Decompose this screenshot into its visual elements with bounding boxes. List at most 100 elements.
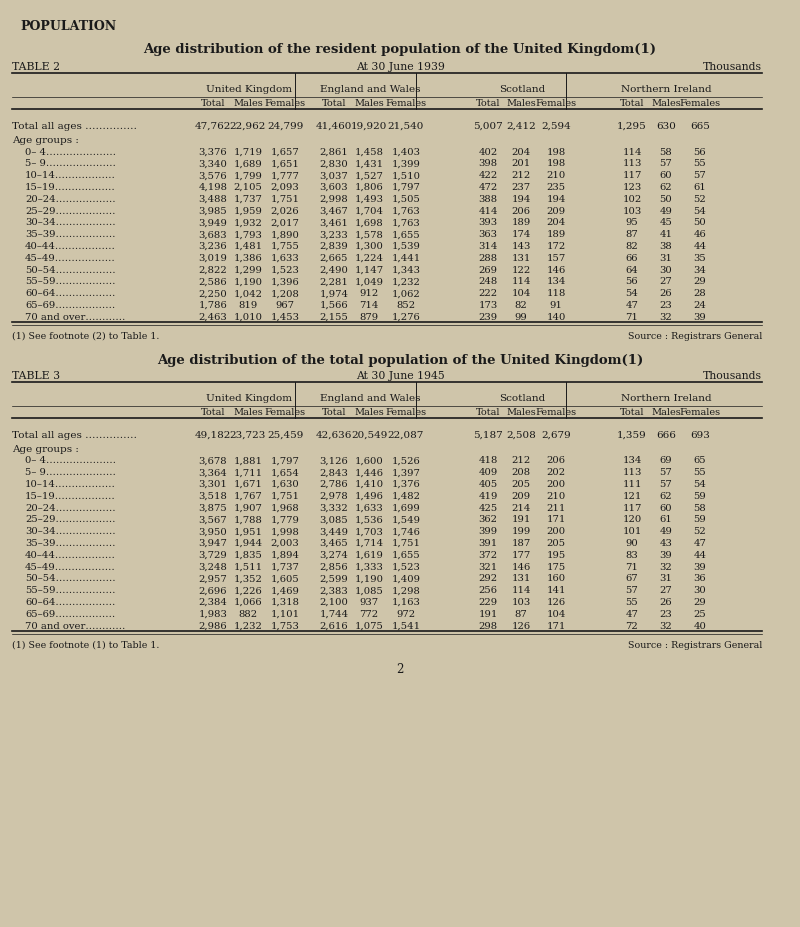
Text: 1,295: 1,295 bbox=[617, 122, 647, 131]
Text: 62: 62 bbox=[660, 492, 672, 501]
Text: 1,671: 1,671 bbox=[234, 480, 262, 489]
Text: 314: 314 bbox=[478, 242, 498, 251]
Text: 208: 208 bbox=[511, 468, 530, 477]
Text: 256: 256 bbox=[478, 586, 498, 595]
Text: 40–44………………: 40–44……………… bbox=[25, 551, 116, 560]
Text: 173: 173 bbox=[478, 301, 498, 310]
Text: 937: 937 bbox=[359, 598, 378, 607]
Text: 20–24………………: 20–24……………… bbox=[25, 503, 116, 513]
Text: 177: 177 bbox=[511, 551, 530, 560]
Text: 2,665: 2,665 bbox=[320, 254, 348, 262]
Text: 1,066: 1,066 bbox=[234, 598, 262, 607]
Text: 210: 210 bbox=[546, 492, 566, 501]
Text: 1,232: 1,232 bbox=[234, 622, 262, 630]
Text: England and Wales: England and Wales bbox=[320, 394, 420, 403]
Text: 1,835: 1,835 bbox=[234, 551, 262, 560]
Text: 3,332: 3,332 bbox=[320, 503, 348, 513]
Text: 24: 24 bbox=[694, 301, 706, 310]
Text: 239: 239 bbox=[478, 312, 498, 322]
Text: 402: 402 bbox=[478, 147, 498, 157]
Text: 57: 57 bbox=[660, 468, 672, 477]
Text: 50–54………………: 50–54……………… bbox=[25, 575, 116, 583]
Text: 131: 131 bbox=[511, 254, 530, 262]
Text: 29: 29 bbox=[694, 277, 706, 286]
Text: 91: 91 bbox=[550, 301, 562, 310]
Text: United Kingdom: United Kingdom bbox=[206, 394, 292, 403]
Text: Total all ages ……………: Total all ages …………… bbox=[12, 431, 137, 439]
Text: 83: 83 bbox=[626, 551, 638, 560]
Text: 1,704: 1,704 bbox=[354, 207, 383, 216]
Text: 2,786: 2,786 bbox=[320, 480, 348, 489]
Text: 1,744: 1,744 bbox=[319, 610, 349, 619]
Text: 191: 191 bbox=[478, 610, 498, 619]
Text: 3,683: 3,683 bbox=[198, 230, 227, 239]
Text: 2,100: 2,100 bbox=[319, 598, 349, 607]
Text: 1,226: 1,226 bbox=[234, 586, 262, 595]
Text: 1,737: 1,737 bbox=[270, 563, 299, 572]
Text: 1,010: 1,010 bbox=[234, 312, 262, 322]
Text: 3,376: 3,376 bbox=[198, 147, 227, 157]
Text: 32: 32 bbox=[660, 312, 672, 322]
Text: 393: 393 bbox=[478, 219, 498, 227]
Text: 191: 191 bbox=[511, 515, 530, 525]
Text: 1,944: 1,944 bbox=[234, 539, 262, 548]
Text: 10–14………………: 10–14……………… bbox=[25, 171, 116, 180]
Text: Males: Males bbox=[506, 408, 536, 417]
Text: Northern Ireland: Northern Ireland bbox=[621, 85, 711, 94]
Text: 3,248: 3,248 bbox=[198, 563, 227, 572]
Text: 206: 206 bbox=[546, 456, 566, 465]
Text: 114: 114 bbox=[622, 147, 642, 157]
Text: 22,087: 22,087 bbox=[388, 431, 424, 439]
Text: Total: Total bbox=[620, 408, 644, 417]
Text: 1,431: 1,431 bbox=[354, 159, 383, 169]
Text: 1,352: 1,352 bbox=[234, 575, 262, 583]
Text: 206: 206 bbox=[511, 207, 530, 216]
Text: 19,920: 19,920 bbox=[351, 122, 387, 131]
Text: 1,190: 1,190 bbox=[234, 277, 262, 286]
Text: Thousands: Thousands bbox=[703, 371, 762, 381]
Text: 1,968: 1,968 bbox=[270, 503, 299, 513]
Text: 2,978: 2,978 bbox=[320, 492, 348, 501]
Text: 1,410: 1,410 bbox=[354, 480, 383, 489]
Text: Age distribution of the resident population of the United Kingdom(1): Age distribution of the resident populat… bbox=[143, 43, 657, 56]
Text: 47: 47 bbox=[626, 610, 638, 619]
Text: 3,037: 3,037 bbox=[320, 171, 348, 180]
Text: 22,962: 22,962 bbox=[230, 122, 266, 131]
Text: 70 and over…………: 70 and over………… bbox=[25, 312, 126, 322]
Text: 422: 422 bbox=[478, 171, 498, 180]
Text: 1,786: 1,786 bbox=[198, 301, 227, 310]
Text: Thousands: Thousands bbox=[703, 62, 762, 72]
Text: 1,376: 1,376 bbox=[392, 480, 420, 489]
Text: 211: 211 bbox=[546, 503, 566, 513]
Text: 1,699: 1,699 bbox=[392, 503, 420, 513]
Text: 60–64………………: 60–64……………… bbox=[25, 598, 115, 607]
Text: 30–34………………: 30–34……………… bbox=[25, 527, 116, 536]
Text: Total: Total bbox=[201, 408, 226, 417]
Text: 50: 50 bbox=[660, 195, 672, 204]
Text: 54: 54 bbox=[694, 207, 706, 216]
Text: 2,986: 2,986 bbox=[198, 622, 227, 630]
Text: 23,723: 23,723 bbox=[230, 431, 266, 439]
Text: 57: 57 bbox=[626, 586, 638, 595]
Text: 25–29………………: 25–29……………… bbox=[25, 207, 115, 216]
Text: 1,655: 1,655 bbox=[392, 551, 420, 560]
Text: 5,187: 5,187 bbox=[473, 431, 503, 439]
Text: 3,488: 3,488 bbox=[198, 195, 227, 204]
Text: 101: 101 bbox=[622, 527, 642, 536]
Text: 1,746: 1,746 bbox=[391, 527, 421, 536]
Text: 1,409: 1,409 bbox=[391, 575, 421, 583]
Text: Total: Total bbox=[476, 99, 500, 108]
Text: 49: 49 bbox=[659, 207, 673, 216]
Text: 10–14………………: 10–14……………… bbox=[25, 480, 116, 489]
Text: Age distribution of the total population of the United Kingdom(1): Age distribution of the total population… bbox=[157, 354, 643, 367]
Text: 5– 9…………………: 5– 9………………… bbox=[25, 468, 116, 477]
Text: 3,467: 3,467 bbox=[320, 207, 348, 216]
Text: 222: 222 bbox=[478, 289, 498, 298]
Text: 45: 45 bbox=[659, 219, 673, 227]
Text: 209: 209 bbox=[511, 492, 530, 501]
Text: 55–59………………: 55–59……………… bbox=[25, 586, 115, 595]
Text: 1,085: 1,085 bbox=[354, 586, 383, 595]
Text: Males: Males bbox=[651, 99, 681, 108]
Text: Scotland: Scotland bbox=[499, 394, 545, 403]
Text: Females: Females bbox=[386, 408, 426, 417]
